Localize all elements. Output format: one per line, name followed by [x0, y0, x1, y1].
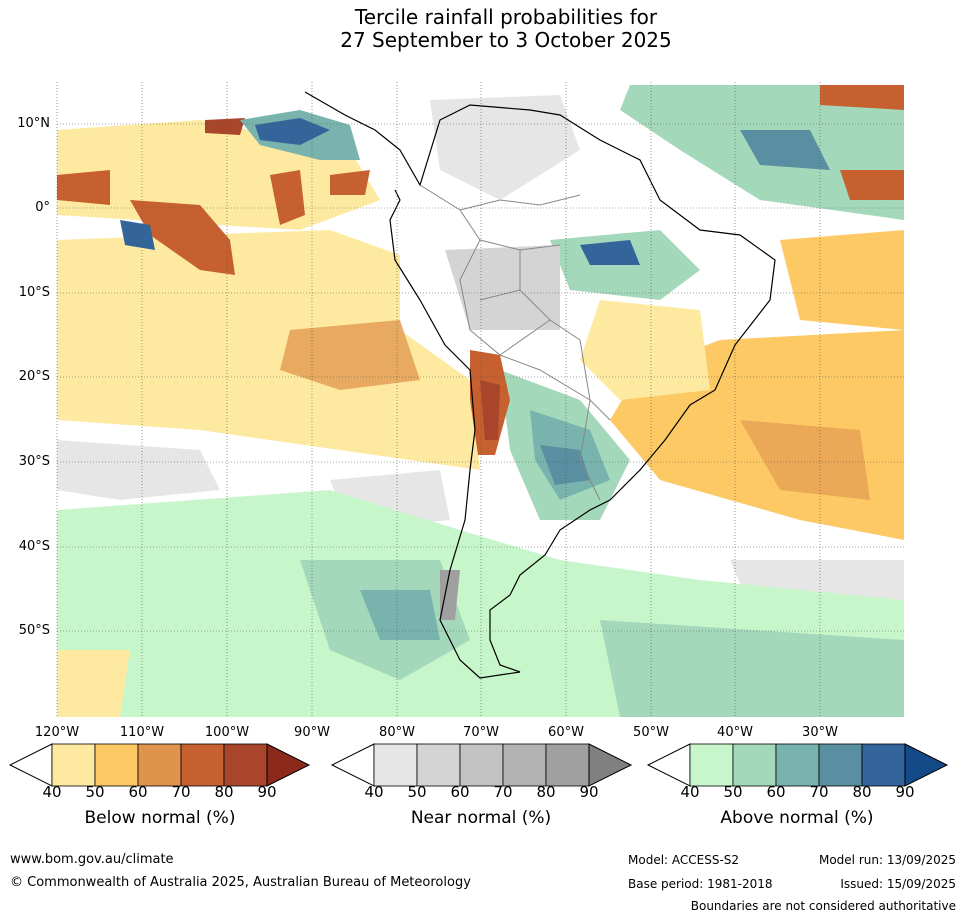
colorbar-tick: 80	[852, 783, 872, 801]
colorbar-tick: 50	[723, 783, 743, 801]
lon-label: 30°W	[802, 725, 838, 740]
base-period: Base period: 1981-2018	[628, 877, 773, 891]
below-normal-region	[330, 170, 370, 195]
colorbar-upper-extension	[266, 743, 311, 787]
colorbar-title-above-normal: Above normal (%)	[720, 808, 874, 828]
colorbar-near-normal	[330, 743, 633, 787]
colorbar-tick: 90	[579, 783, 599, 801]
probability-shading	[57, 85, 904, 717]
lon-label: 80°W	[379, 725, 415, 740]
colorbar-above-normal	[646, 743, 949, 787]
near-normal-region	[440, 570, 460, 620]
model-name: Model: ACCESS-S2	[628, 853, 740, 867]
lat-label: 40°S	[18, 539, 50, 554]
below-normal-region	[580, 300, 710, 400]
lon-label: 70°W	[463, 725, 499, 740]
coastline-outline	[304, 91, 776, 679]
colorbar-tick: 50	[85, 783, 105, 801]
near-normal-region	[445, 245, 560, 330]
colorbar-upper-extension	[588, 743, 633, 787]
colorbar-title-near-normal: Near normal (%)	[410, 808, 552, 828]
map-title-line-2: 27 September to 3 October 2025	[340, 28, 672, 52]
lon-label: 120°W	[34, 725, 80, 740]
above-normal-region	[740, 130, 830, 170]
below-normal-region	[280, 320, 420, 390]
above-normal-region	[540, 445, 590, 485]
lon-label: 40°W	[717, 725, 753, 740]
lon-label: 110°W	[119, 725, 165, 740]
colorbar-tick: 60	[766, 783, 786, 801]
lat-label: 50°S	[18, 623, 50, 638]
below-normal-region	[820, 85, 904, 110]
above-normal-region	[255, 118, 330, 145]
below-normal-region	[57, 230, 480, 470]
near-normal-region	[57, 440, 220, 500]
country-borders	[419, 184, 611, 501]
lon-label: 60°W	[548, 725, 584, 740]
below-normal-region	[57, 170, 110, 205]
colorbar-tick: 80	[214, 783, 234, 801]
lat-label: 0°	[35, 200, 50, 215]
colorbar-tick: 90	[895, 783, 915, 801]
lat-label: 20°S	[18, 369, 50, 384]
copyright-notice: © Commonwealth of Australia 2025, Austra…	[10, 875, 471, 890]
colorbar-tick: 60	[450, 783, 470, 801]
below-normal-region	[840, 170, 904, 200]
below-normal-region	[270, 170, 305, 225]
above-normal-region	[580, 240, 640, 265]
below-normal-region	[205, 118, 245, 135]
colorbar-tick: 70	[171, 783, 191, 801]
below-normal-region	[480, 380, 500, 440]
colorbar-title-below-normal: Below normal (%)	[84, 808, 236, 828]
colorbar-tick: 90	[257, 783, 277, 801]
map-title-line-1: Tercile rainfall probabilities for	[354, 5, 658, 29]
colorbar-tick: 80	[536, 783, 556, 801]
model-run-date: Model run: 13/09/2025	[818, 853, 956, 867]
lat-label: 10°N	[17, 116, 50, 131]
colorbar-tick: 70	[809, 783, 829, 801]
colorbar-tick: 50	[407, 783, 427, 801]
colorbar-tick: 70	[493, 783, 513, 801]
colorbar-lower-extension	[8, 743, 53, 787]
above-normal-region	[600, 620, 904, 717]
lon-label: 90°W	[294, 725, 330, 740]
lon-label: 100°W	[204, 725, 250, 740]
colorbar-lower-extension	[330, 743, 375, 787]
below-normal-region	[780, 230, 904, 330]
colorbar-upper-extension	[904, 743, 949, 787]
lon-label: 50°W	[633, 725, 669, 740]
graticule	[56, 82, 904, 717]
below-normal-region	[130, 200, 235, 275]
below-normal-region	[740, 420, 870, 500]
above-normal-region	[120, 220, 155, 250]
colorbar-tick: 40	[680, 783, 700, 801]
near-normal-region	[430, 95, 580, 200]
issued-date: Issued: 15/09/2025	[840, 877, 956, 891]
lat-label: 30°S	[18, 454, 50, 469]
boundaries-disclaimer: Boundaries are not considered authoritat…	[690, 899, 956, 913]
above-normal-region	[360, 590, 440, 640]
below-normal-region	[57, 650, 130, 717]
colorbar-below-normal	[8, 743, 311, 787]
lat-label: 10°S	[18, 285, 50, 300]
colorbar-tick: 60	[128, 783, 148, 801]
website-link[interactable]: www.bom.gov.au/climate	[10, 852, 174, 867]
colorbar-lower-extension	[646, 743, 691, 787]
colorbar-tick: 40	[364, 783, 384, 801]
colorbar-tick: 40	[42, 783, 62, 801]
